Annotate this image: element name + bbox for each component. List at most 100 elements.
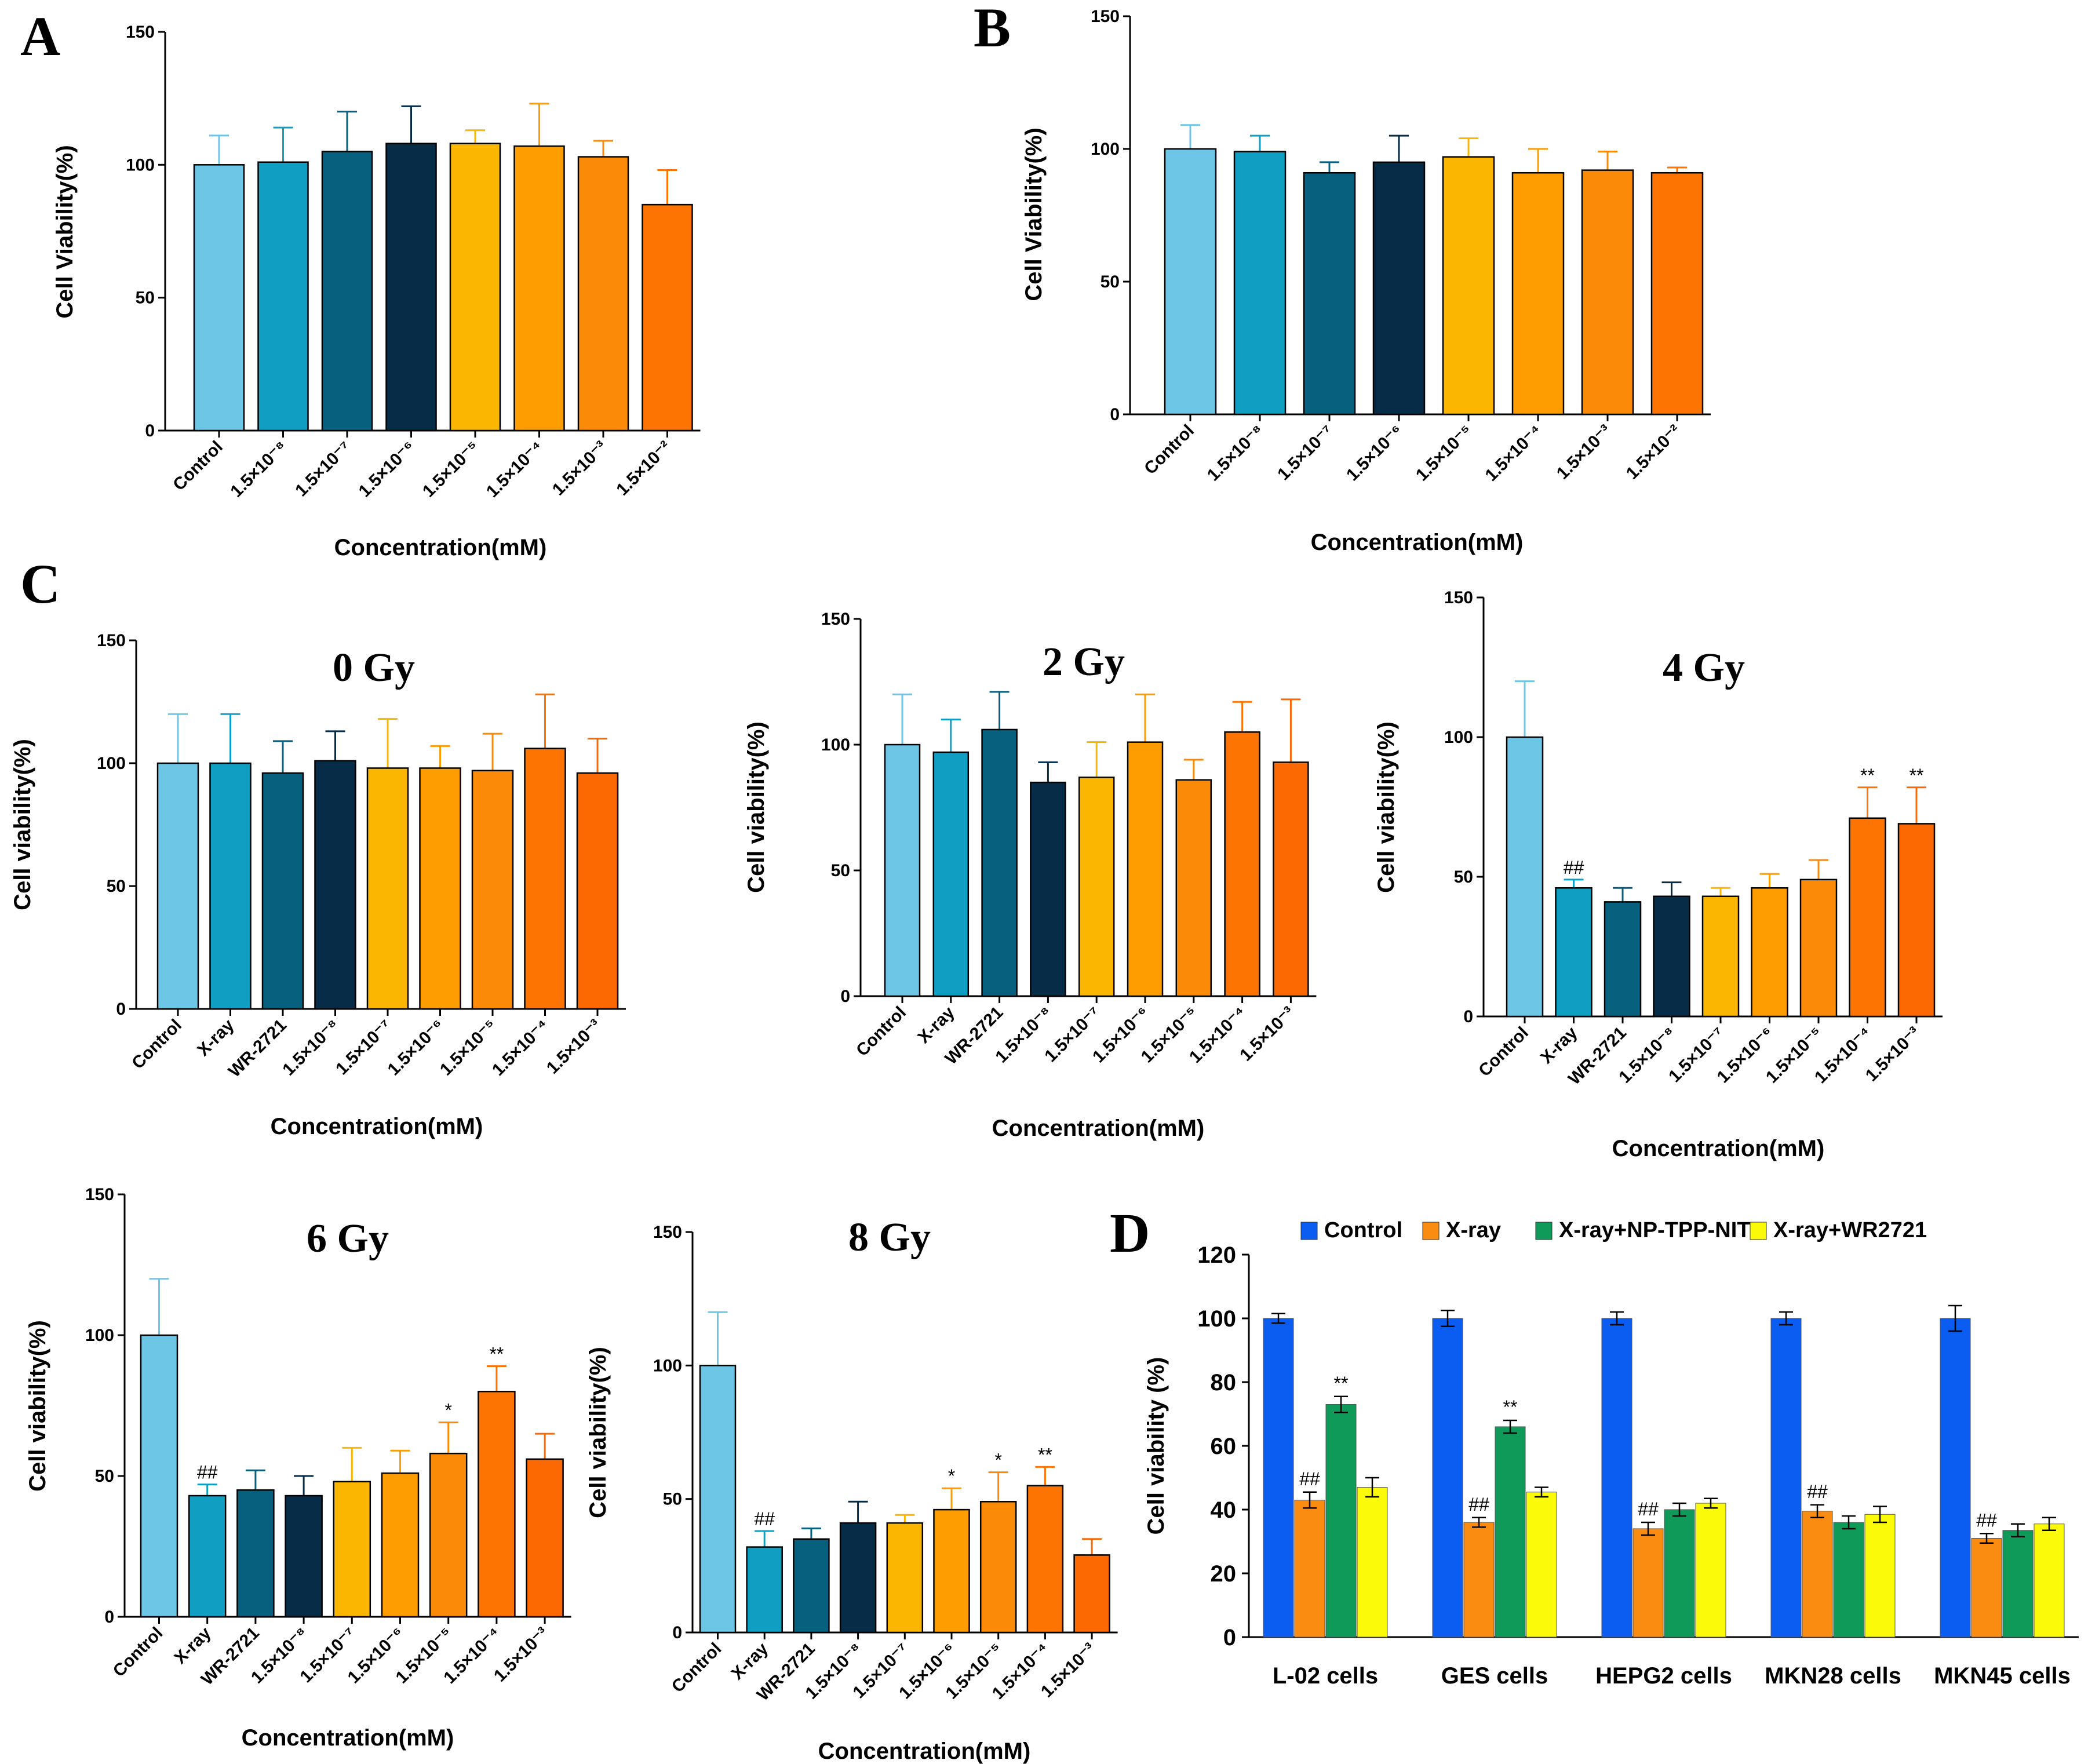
bar [1799, 879, 1838, 1018]
y-tick-label: 0 [1110, 405, 1120, 424]
bar [1175, 779, 1212, 997]
y-tick-label: 0 [116, 1000, 126, 1019]
significance-mark: ** [489, 1343, 504, 1364]
bar [1526, 1492, 1557, 1638]
bar [209, 762, 252, 1010]
legend-swatch [1300, 1222, 1318, 1240]
y-tick-label: 150 [1091, 7, 1120, 26]
bar [419, 767, 461, 1010]
bar [366, 767, 409, 1010]
bar [1164, 148, 1217, 416]
y-tick-label: 0 [1223, 1625, 1236, 1650]
y-tick-label: 100 [85, 1326, 114, 1345]
y-tick-label: 50 [1100, 272, 1120, 291]
y-tick-label: 100 [1091, 140, 1120, 159]
x-axis-title: Concentration(mM) [1612, 1136, 1825, 1161]
x-category-label: MKN45 cells [1934, 1663, 2071, 1689]
y-tick-label: 0 [145, 421, 155, 440]
significance-mark: ** [1038, 1444, 1052, 1465]
y-tick-label: 0 [672, 1623, 682, 1642]
x-axis-title: Concentration(mM) [334, 535, 547, 560]
x-axis-title: Concentration(mM) [242, 1725, 454, 1751]
bar [1303, 172, 1356, 416]
bar [1372, 161, 1426, 416]
bar [1864, 1514, 1896, 1638]
bar [1273, 761, 1309, 997]
legend-label: Control [1324, 1218, 1402, 1242]
significance-mark: ## [197, 1462, 218, 1483]
bar [1695, 1503, 1726, 1638]
bar [1511, 172, 1565, 416]
significance-mark: ** [1503, 1397, 1518, 1417]
significance-mark: ** [1334, 1373, 1349, 1394]
bar [1940, 1318, 1971, 1638]
y-axis-title: Cell viability(%) [10, 739, 35, 910]
panel-label: B [974, 0, 1011, 59]
chart-title: 0 Gy [333, 646, 415, 690]
legend-label: X-ray+WR2721 [1773, 1218, 1927, 1242]
bar [793, 1538, 830, 1634]
bar [1701, 895, 1740, 1018]
chart-title: 6 Gy [307, 1216, 389, 1261]
bar [1026, 1485, 1064, 1634]
significance-mark: ** [1909, 765, 1924, 786]
bar [188, 1495, 227, 1618]
significance-mark: * [948, 1466, 955, 1486]
bar [257, 161, 309, 432]
y-tick-label: 20 [1211, 1561, 1237, 1587]
bar [314, 760, 356, 1010]
chart-title: 8 Gy [848, 1215, 931, 1260]
bar [1653, 895, 1690, 1018]
y-tick-label: 50 [95, 1467, 114, 1486]
bar [526, 1458, 564, 1618]
bar [1030, 781, 1066, 997]
bar [1971, 1538, 2002, 1638]
bar [1897, 823, 1936, 1018]
bar [933, 1508, 970, 1634]
chart-title: 4 Gy [1663, 646, 1745, 690]
panel-d: D Control X-ray X-ray+NP-TPP-NIT X-ray+WR272… [1110, 1202, 2079, 1689]
bar [1263, 1318, 1294, 1638]
y-tick-label: 50 [663, 1490, 682, 1509]
y-axis-title: Cell viability(%) [1373, 721, 1399, 893]
bar [1073, 1554, 1110, 1634]
significance-mark: ## [1807, 1481, 1828, 1502]
bar [1751, 887, 1788, 1018]
significance-mark: ## [1468, 1494, 1489, 1515]
y-tick-label: 80 [1211, 1370, 1237, 1395]
y-tick-label: 50 [831, 861, 850, 880]
bar [577, 156, 629, 432]
x-axis-title: Concentration(mM) [271, 1114, 483, 1139]
y-tick-label: 100 [97, 754, 126, 773]
significance-mark: ## [1299, 1468, 1320, 1489]
bar [746, 1546, 783, 1634]
bar [1463, 1522, 1495, 1638]
bar [1078, 777, 1115, 997]
chart-title: 2 Gy [1043, 640, 1125, 684]
y-tick-label: 50 [107, 877, 126, 896]
bar [699, 1365, 737, 1634]
panel-label: A [20, 5, 60, 67]
bar [1127, 741, 1164, 997]
bar [449, 143, 501, 432]
bar [1632, 1528, 1664, 1638]
bar [884, 743, 921, 997]
bar [886, 1522, 924, 1634]
legend-label: X-ray+NP-TPP-NIT [1559, 1218, 1750, 1242]
bar [285, 1495, 323, 1618]
bar [979, 1501, 1017, 1634]
bar [321, 151, 373, 432]
x-axis-title: Concentration(mM) [992, 1116, 1205, 1141]
y-tick-label: 0 [840, 987, 850, 1006]
bar [1802, 1511, 1833, 1638]
y-tick-label: 0 [104, 1608, 114, 1627]
y-tick-label: 150 [85, 1185, 114, 1204]
bar [261, 772, 304, 1010]
bar [429, 1452, 468, 1618]
bar [839, 1522, 877, 1634]
x-axis-title: Concentration(mM) [1311, 530, 1524, 555]
bar [1833, 1522, 1864, 1638]
y-axis-title: Cell viability(%) [744, 721, 769, 893]
